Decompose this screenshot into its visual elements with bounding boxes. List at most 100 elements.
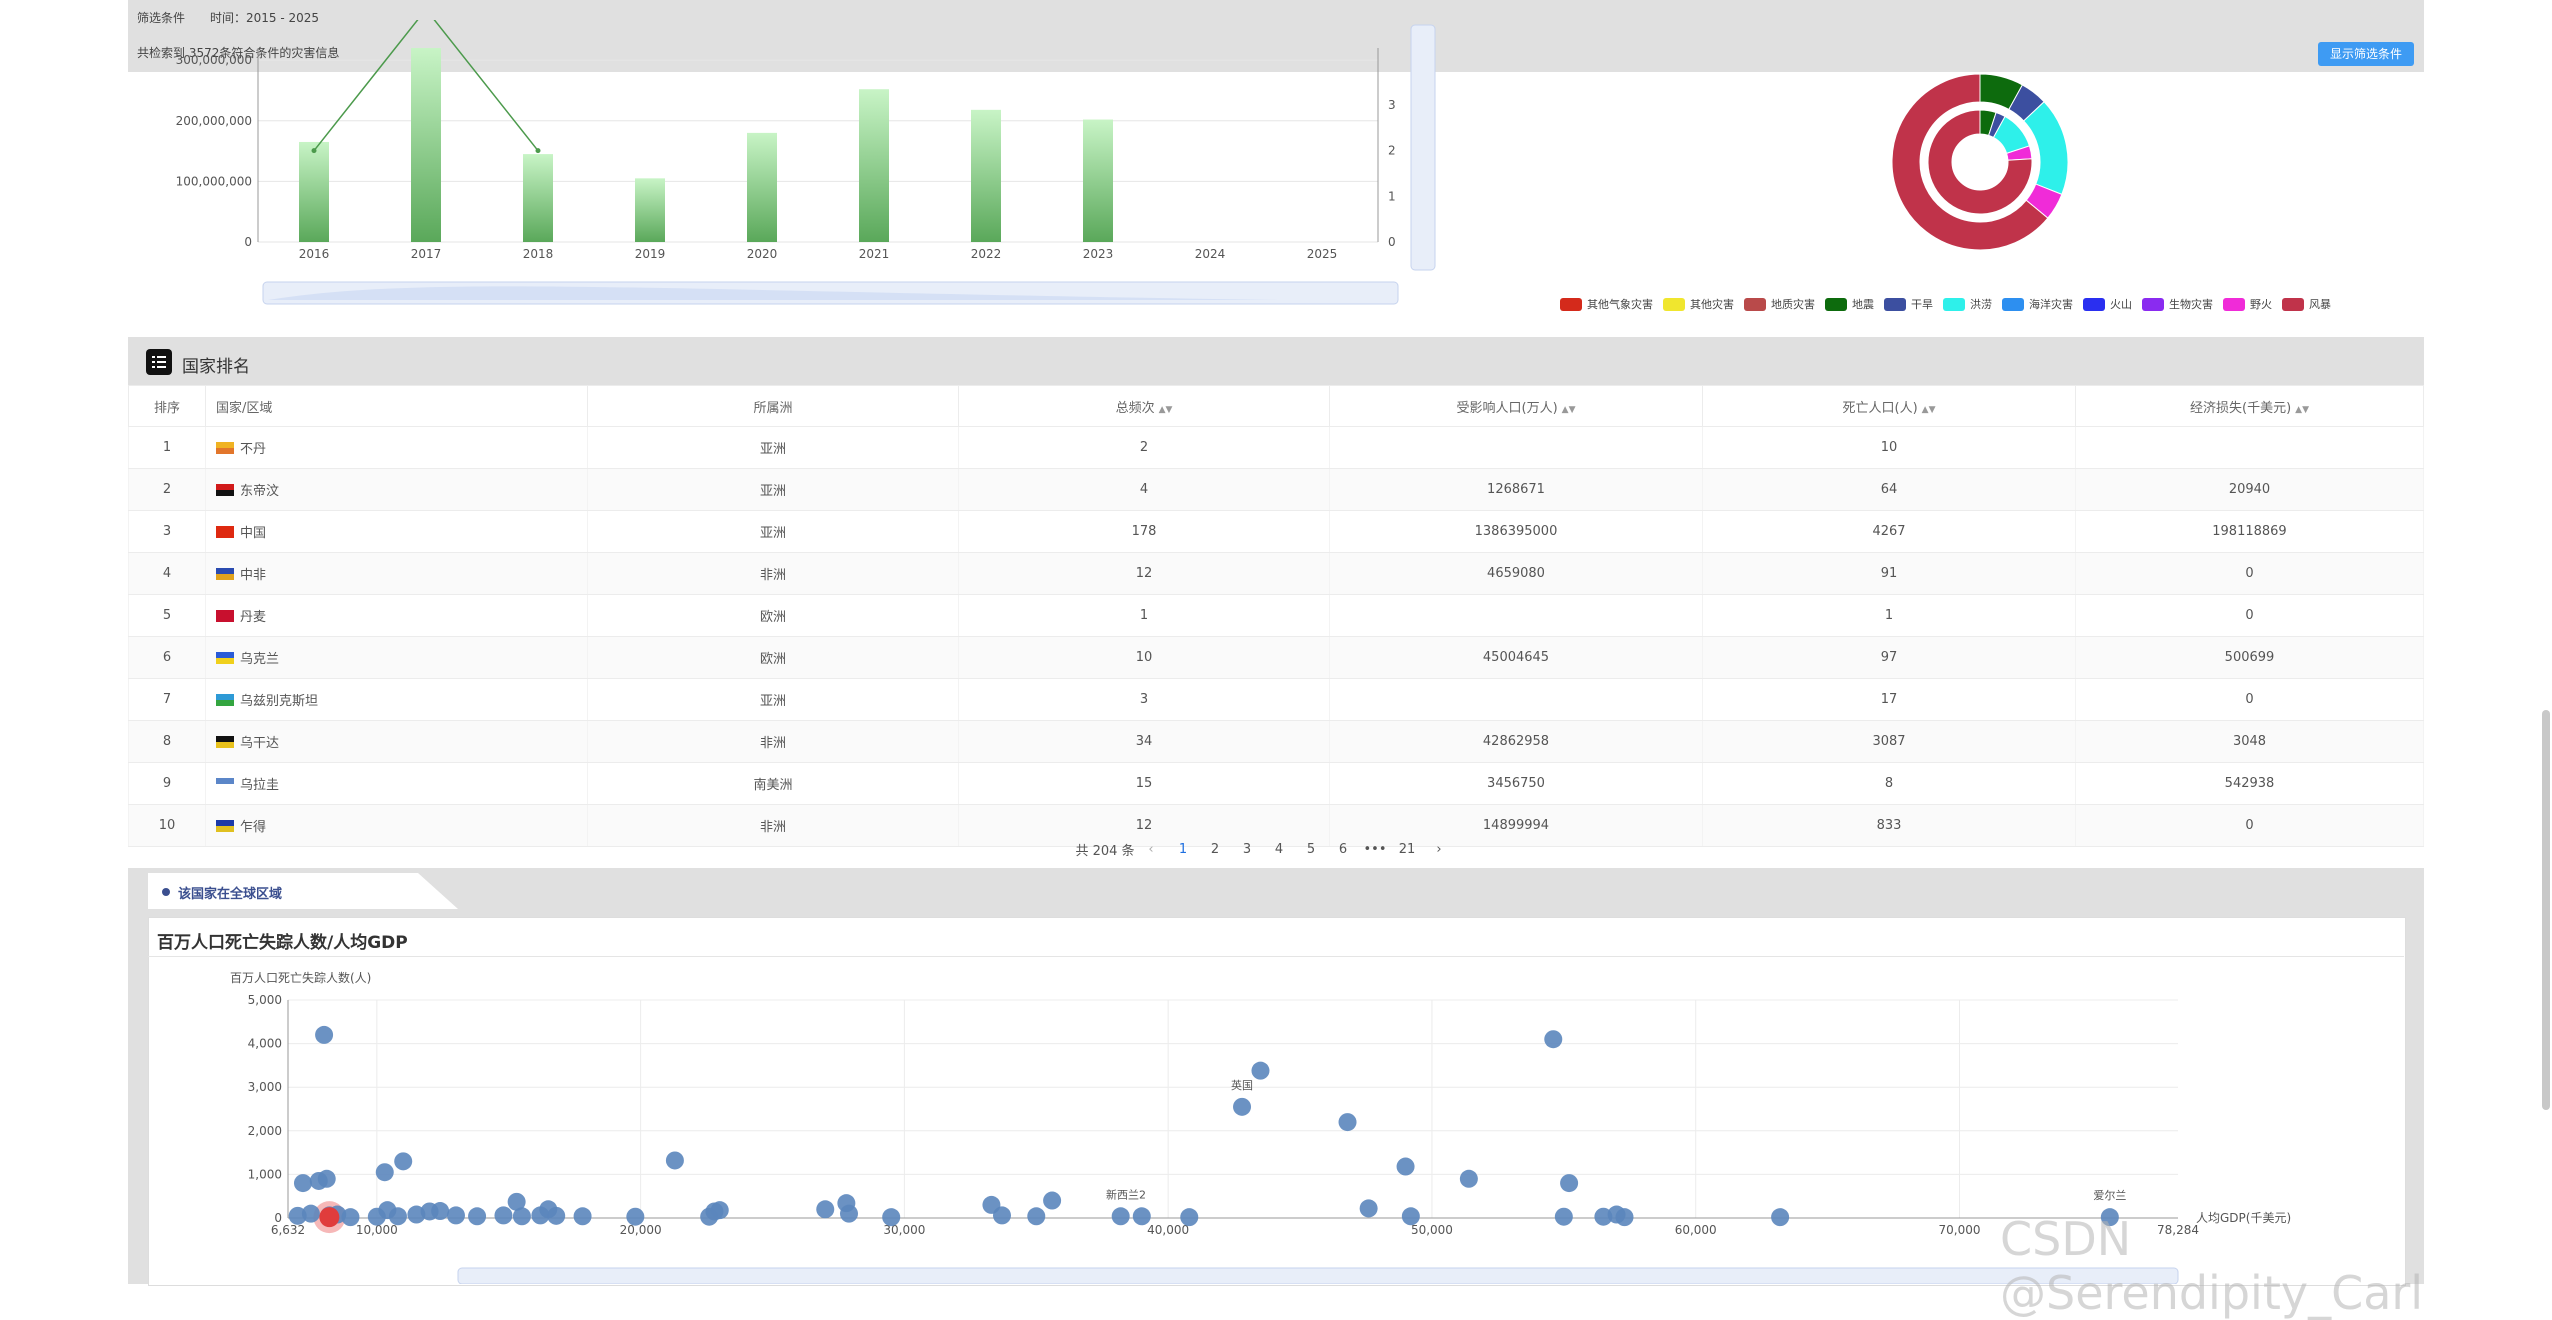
affected-cell: 1386395000 xyxy=(1329,510,1703,553)
scatter-point xyxy=(992,1206,1011,1225)
country-cell: 中非 xyxy=(205,552,588,595)
bar-xtick: 2025 xyxy=(1307,247,1338,261)
result-count: 共检索到 3572条符合条件的灾害信息 xyxy=(137,46,340,60)
table-row[interactable]: 5 丹麦 欧洲 1 1 0 xyxy=(128,594,2424,637)
yearly-bar-chart: 2016 2017 2018 2019 2020 2021 2022 2023 2024 2025… xyxy=(176,20,1436,305)
continent-cell: 非洲 xyxy=(587,720,959,763)
bar-right-tick: 3 xyxy=(1388,98,1396,112)
bar xyxy=(299,141,329,242)
col-affected[interactable]: 受影响人口(万人) ▲▼ xyxy=(1329,385,1703,427)
col-country: 国家/区域 xyxy=(205,385,588,427)
deaths-cell: 91 xyxy=(1702,552,2076,595)
bar-ytick: 0 xyxy=(244,235,252,249)
deaths-cell: 833 xyxy=(1702,804,2076,847)
legend-item[interactable]: 生物灾害 xyxy=(2142,296,2213,312)
continent-cell: 南美洲 xyxy=(587,762,959,805)
page-3[interactable]: 3 xyxy=(1242,842,1252,857)
scatter-point xyxy=(494,1206,513,1225)
table-row[interactable]: 9 乌拉圭 南美洲 15 3456750 8 542938 xyxy=(128,762,2424,805)
legend-swatch xyxy=(1744,297,1766,311)
show-filter-button[interactable]: 显示筛选条件 xyxy=(2318,42,2414,66)
loss-cell: 0 xyxy=(2075,678,2424,721)
table-row[interactable]: 10 乍得 非洲 12 14899994 833 0 xyxy=(128,804,2424,847)
deaths-cell: 64 xyxy=(1702,468,2076,511)
country-cell: 中国 xyxy=(205,510,588,553)
scatter-point xyxy=(1615,1208,1634,1227)
loss-cell: 198118869 xyxy=(2075,510,2424,553)
next-page-button[interactable]: › xyxy=(1436,842,1442,857)
legend-item[interactable]: 火山 xyxy=(2083,296,2132,312)
legend-item[interactable]: 地震 xyxy=(1825,296,1874,312)
table-row[interactable]: 3 中国 亚洲 178 1386395000 4267 198118869 xyxy=(128,510,2424,553)
region-tab[interactable] xyxy=(148,873,458,909)
scatter-point xyxy=(507,1192,526,1211)
gdp-scatter-chart: 0 1,000 2,000 3,000 4,000 5,000 6,632 10,000 20,… xyxy=(230,970,2291,1284)
rank-cell: 6 xyxy=(128,636,206,679)
scatter-point xyxy=(468,1207,487,1226)
donut-outer-slice xyxy=(1891,73,2049,251)
continent-cell: 非洲 xyxy=(587,804,959,847)
legend-item[interactable]: 野火 xyxy=(2223,296,2272,312)
country-cell: 乌拉圭 xyxy=(205,762,588,805)
affected-cell xyxy=(1329,678,1703,721)
continent-cell: 亚洲 xyxy=(587,426,959,469)
bar xyxy=(1083,119,1113,242)
col-loss[interactable]: 经济损失(千美元) ▲▼ xyxy=(2075,385,2424,427)
frequency-cell: 3 xyxy=(958,678,1330,721)
table-row[interactable]: 8 乌干达 非洲 34 42862958 3087 3048 xyxy=(128,720,2424,763)
legend-item[interactable]: 海洋灾害 xyxy=(2002,296,2073,312)
scatter-xtick: 30,000 xyxy=(883,1223,925,1237)
page-4[interactable]: 4 xyxy=(1274,842,1284,857)
bar-xtick: 2023 xyxy=(1083,247,1114,261)
page-2[interactable]: 2 xyxy=(1210,842,1220,857)
ranking-header xyxy=(128,337,2424,385)
bar-right-tick: 2 xyxy=(1388,144,1396,158)
page-21[interactable]: 21 xyxy=(1398,842,1416,857)
page-ellipsis[interactable]: ••• xyxy=(1363,842,1387,857)
scatter-xlabel: 人均GDP(千美元) xyxy=(2196,1211,2291,1225)
ranking-table: 排序 国家/区域 所属洲 总频次 ▲▼ 受影响人口(万人) ▲▼ 死亡人口(人) ▲▼… xyxy=(128,385,2424,847)
legend-item[interactable]: 风暴 xyxy=(2282,296,2331,312)
affected-cell: 14899994 xyxy=(1329,804,1703,847)
legend-item[interactable]: 地质灾害 xyxy=(1744,296,1815,312)
legend-item[interactable]: 干旱 xyxy=(1884,296,1933,312)
table-row[interactable]: 2 东帝汶 亚洲 4 1268671 64 20940 xyxy=(128,468,2424,511)
page-6[interactable]: 6 xyxy=(1338,842,1348,857)
flag-icon xyxy=(216,484,234,496)
scatter-ytick: 2,000 xyxy=(248,1124,282,1138)
scatter-point-label: 爱尔兰 xyxy=(2093,1189,2126,1202)
deaths-cell: 1 xyxy=(1702,594,2076,637)
region-tab-label: 该国家在全球区域 xyxy=(178,887,283,902)
table-row[interactable]: 6 乌克兰 欧洲 10 45004645 97 500699 xyxy=(128,636,2424,679)
page-scrollbar[interactable] xyxy=(2542,710,2550,1110)
scatter-point xyxy=(315,1025,334,1044)
table-row[interactable]: 4 中非 非洲 12 4659080 91 0 xyxy=(128,552,2424,595)
col-deaths[interactable]: 死亡人口(人) ▲▼ xyxy=(1702,385,2076,427)
page-1[interactable]: 1 xyxy=(1178,842,1188,857)
scatter-point xyxy=(317,1169,336,1188)
page-5[interactable]: 5 xyxy=(1306,842,1316,857)
legend-item[interactable]: 其他气象灾害 xyxy=(1560,296,1653,312)
scatter-zoom-slider[interactable] xyxy=(457,1267,2179,1284)
col-frequency[interactable]: 总频次 ▲▼ xyxy=(958,385,1330,427)
table-row[interactable]: 1 不丹 亚洲 2 10 xyxy=(128,426,2424,469)
scatter-point xyxy=(1111,1207,1130,1226)
scatter-xtick: 10,000 xyxy=(356,1223,398,1237)
flag-icon xyxy=(216,442,234,454)
legend-item[interactable]: 洪涝 xyxy=(1943,296,1992,312)
table-row[interactable]: 7 乌兹别克斯坦 亚洲 3 17 0 xyxy=(128,678,2424,721)
frequency-cell: 178 xyxy=(958,510,1330,553)
deaths-cell: 17 xyxy=(1702,678,2076,721)
scatter-point xyxy=(446,1206,465,1225)
vertical-zoom-slider[interactable] xyxy=(1410,24,1436,271)
flag-icon xyxy=(216,652,234,664)
scatter-point xyxy=(1459,1169,1478,1188)
legend-item[interactable]: 其他灾害 xyxy=(1663,296,1734,312)
pagination-total: 共 204 条 xyxy=(1075,844,1135,859)
prev-page-button[interactable]: ‹ xyxy=(1148,842,1154,857)
frequency-cell: 10 xyxy=(958,636,1330,679)
scatter-point xyxy=(1401,1207,1420,1226)
ranking-title: 国家排名 xyxy=(182,357,250,377)
legend-swatch xyxy=(1884,297,1906,311)
bar-xtick: 2021 xyxy=(859,247,890,261)
